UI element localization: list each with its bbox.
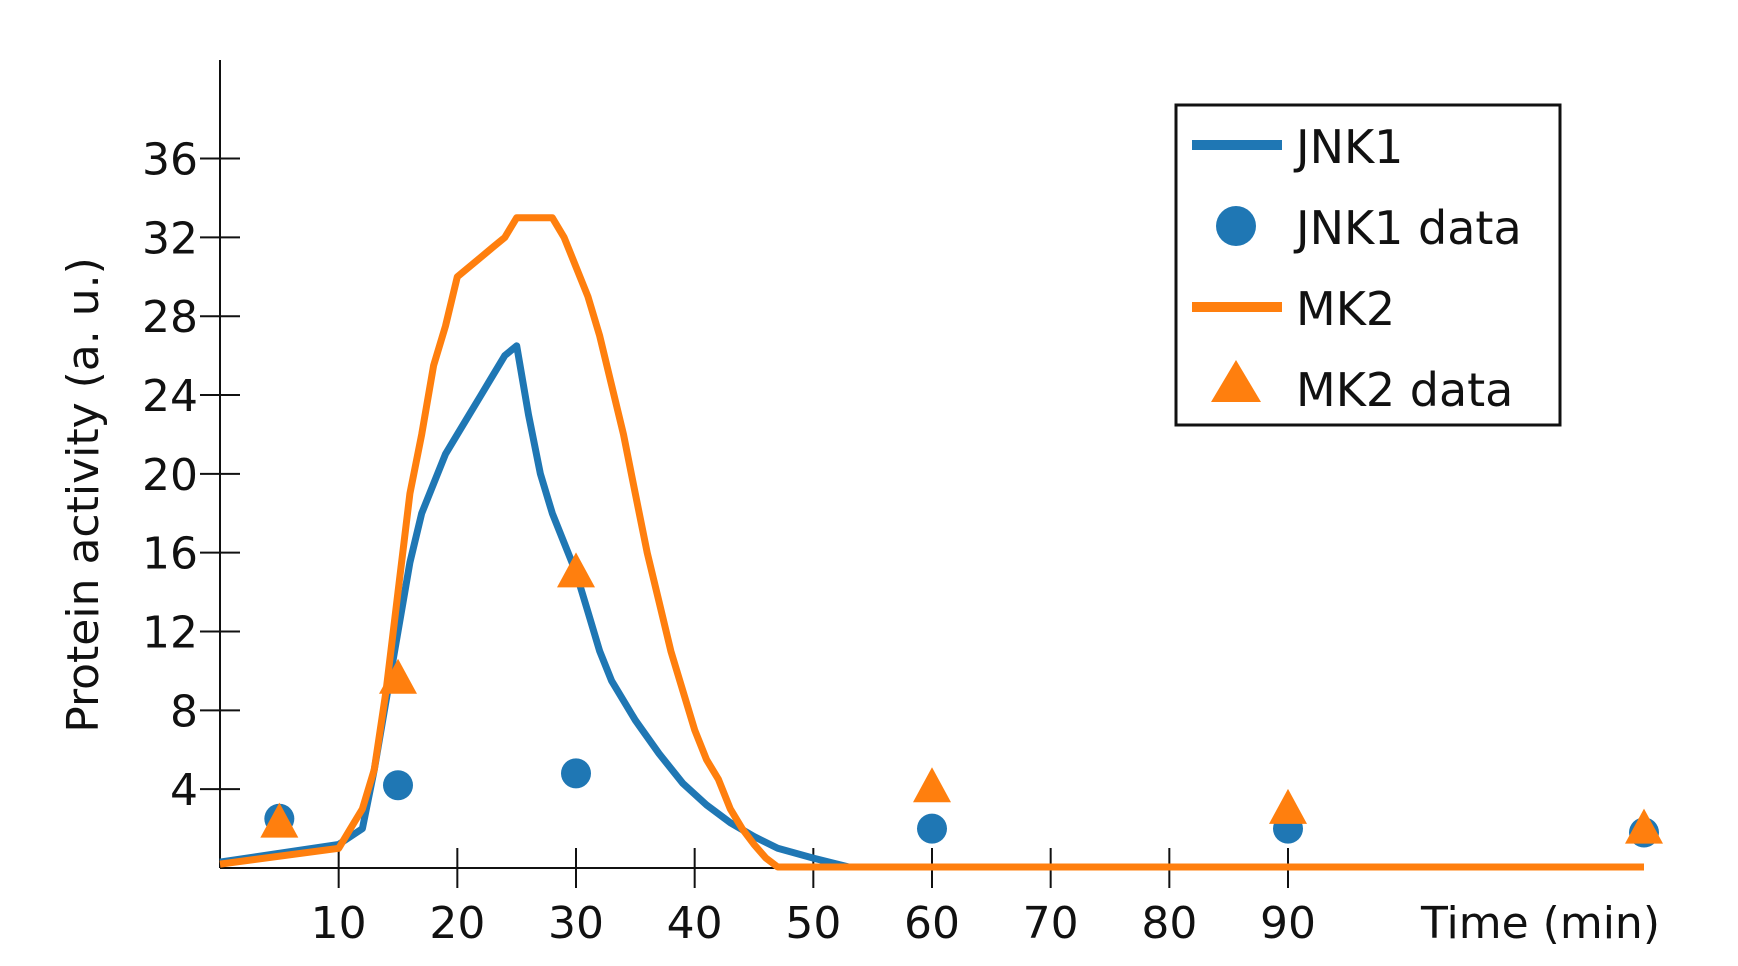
mk2-data-point: [260, 802, 299, 838]
legend-jnk1-data-label: JNK1 data: [1293, 201, 1522, 255]
y-tick-label: 24: [142, 371, 198, 422]
x-ticks: 10 20 30 40 50 60 70 80 90: [311, 848, 1316, 949]
y-tick-label: 4: [170, 765, 198, 816]
mk2-data-point: [913, 767, 951, 803]
legend-jnk1-data-swatch: [1216, 206, 1256, 246]
y-tick-label: 8: [170, 686, 198, 737]
y-tick-label: 20: [142, 450, 198, 501]
x-tick-label: 20: [429, 898, 485, 949]
y-ticks: 4 8 12 16 20 24 28 32 36: [142, 135, 240, 816]
x-tick-label: 80: [1141, 898, 1197, 949]
legend: JNK1 JNK1 data MK2 MK2 data: [1174, 103, 1562, 427]
jnk1-data-point: [917, 813, 947, 844]
mk2-line: [219, 214, 1644, 871]
x-axis-title: Time (min): [1420, 898, 1660, 949]
x-tick-label: 90: [1260, 898, 1316, 949]
y-tick-label: 36: [142, 135, 198, 186]
plot-area: 4 8 12 16 20 24 28 32 36 10 20 30 40 50 60 70 80 90: [142, 60, 1663, 949]
jnk1-line: [219, 342, 1644, 871]
x-tick-label: 50: [785, 898, 841, 949]
mk2-data-point: [1269, 788, 1307, 824]
mk2-data-point: [379, 658, 417, 694]
legend-jnk1-label: JNK1: [1293, 120, 1403, 174]
x-tick-label: 40: [667, 898, 723, 949]
x-tick-label: 70: [1023, 898, 1079, 949]
legend-mk2-label: MK2: [1296, 282, 1395, 336]
x-tick-label: 30: [548, 898, 604, 949]
y-tick-label: 16: [142, 529, 198, 580]
legend-mk2-data-label: MK2 data: [1296, 363, 1513, 417]
y-tick-label: 12: [142, 608, 198, 659]
legend-mk2-data-swatch: [1211, 360, 1261, 402]
y-tick-label: 32: [142, 213, 198, 264]
series-markers: [260, 552, 1663, 848]
jnk1-data-point: [561, 758, 591, 789]
series-lines: [219, 214, 1644, 871]
x-tick-label: 60: [904, 898, 960, 949]
x-tick-label: 10: [311, 898, 367, 949]
jnk1-data-point: [383, 770, 413, 801]
mk2-data-point: [1625, 808, 1663, 844]
y-tick-label: 28: [142, 292, 198, 343]
mk2-data-point: [557, 552, 595, 588]
y-axis-title: Protein activity (a. u.): [58, 257, 109, 733]
